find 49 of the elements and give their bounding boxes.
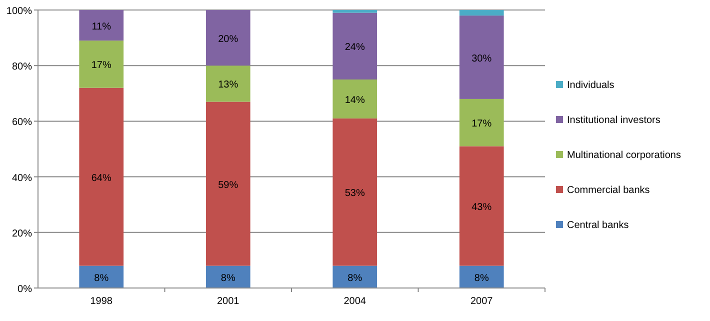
- bar: [332, 80, 378, 118]
- data-label: 24%: [344, 42, 365, 54]
- data-label: 53%: [344, 188, 365, 200]
- data-label: 30%: [472, 53, 492, 64]
- bar: [206, 266, 250, 288]
- bar: [332, 266, 378, 288]
- legend-label: Commercial banks: [567, 185, 650, 196]
- bar: [459, 146, 504, 266]
- x-tick-label: 2007: [470, 296, 494, 307]
- data-label: 13%: [218, 80, 238, 91]
- data-label: 59%: [218, 180, 238, 191]
- bar: [79, 88, 124, 266]
- data-label: 14%: [344, 94, 365, 106]
- bar: [459, 16, 504, 99]
- data-label: 17%: [91, 60, 112, 72]
- bar: [459, 266, 504, 288]
- y-tick-label: 40%: [12, 172, 32, 184]
- y-tick-label: 60%: [12, 117, 32, 128]
- data-label: 8%: [94, 272, 109, 284]
- bar: [79, 40, 124, 88]
- data-label: 20%: [218, 34, 238, 45]
- bar: [332, 12, 378, 80]
- legend-label: Multinational corporations: [567, 150, 681, 161]
- data-label: 43%: [472, 202, 492, 213]
- y-tick-label: 20%: [12, 228, 32, 240]
- y-tick-label: 100%: [6, 6, 32, 17]
- y-tick-label: 0%: [18, 284, 32, 295]
- data-label: 64%: [91, 172, 112, 184]
- legend-label: Central banks: [567, 220, 629, 231]
- y-tick-label: 80%: [12, 62, 32, 73]
- bar: [206, 10, 250, 66]
- data-label: 8%: [474, 272, 489, 284]
- x-tick-label: 2004: [344, 296, 366, 307]
- data-label: 8%: [348, 272, 362, 284]
- data-label: 8%: [220, 272, 236, 284]
- bar: [332, 118, 378, 266]
- data-label: 11%: [92, 21, 112, 32]
- bar: [459, 10, 504, 16]
- bar: [79, 10, 124, 41]
- legend-label: Institutional investors: [567, 115, 660, 126]
- bar: [79, 266, 124, 288]
- bar: [332, 10, 378, 13]
- x-tick-label: 2001: [217, 296, 240, 307]
- x-tick-label: 1998: [90, 296, 113, 307]
- data-label: 17%: [472, 118, 492, 130]
- bar: [459, 98, 504, 146]
- bar: [206, 66, 250, 102]
- legend-label: Individuals: [567, 80, 614, 91]
- bar: [206, 102, 250, 266]
